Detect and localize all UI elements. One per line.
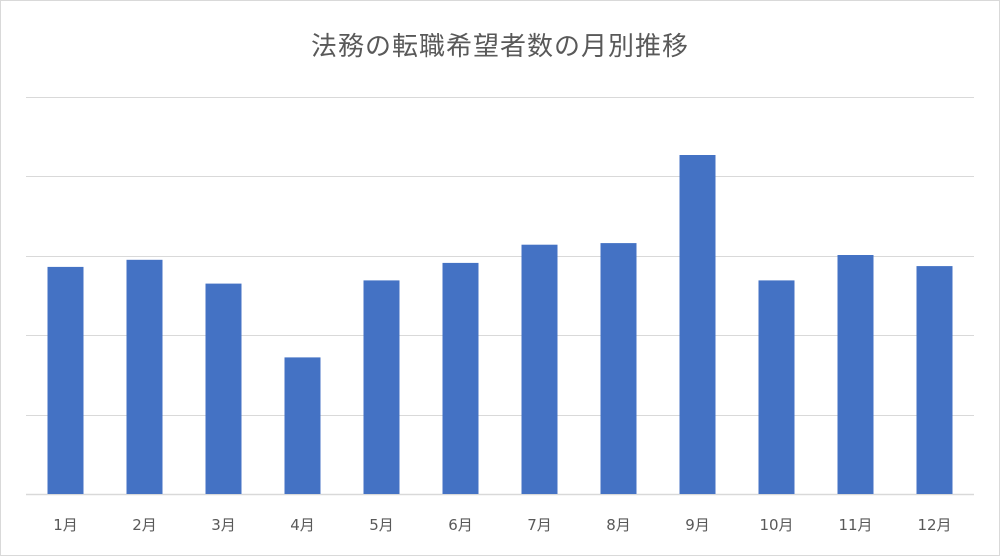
bars xyxy=(47,155,953,494)
x-tick-label-5: 5月 xyxy=(369,516,394,534)
bar-6 xyxy=(442,262,479,494)
x-tick-label-4: 4月 xyxy=(290,516,315,534)
bar-8 xyxy=(600,243,637,494)
bar-7 xyxy=(521,244,558,494)
x-tick-label-6: 6月 xyxy=(448,516,473,534)
x-tick-label-7: 7月 xyxy=(527,516,552,534)
bar-4 xyxy=(284,357,321,494)
bar-10 xyxy=(758,280,795,494)
x-axis-tick-labels: 1月 2月 3月 4月 5月 6月 7月 8月 9月 10月 11月 12月 xyxy=(53,516,951,534)
bar-2 xyxy=(126,259,163,494)
gridlines xyxy=(26,97,974,496)
x-tick-label-10: 10月 xyxy=(759,516,793,534)
bar-12 xyxy=(916,266,953,494)
bar-9 xyxy=(679,155,716,494)
chart-title: 法務の転職希望者数の月別推移 xyxy=(310,32,689,62)
x-tick-label-12: 12月 xyxy=(917,516,951,534)
x-tick-label-1: 1月 xyxy=(53,516,78,534)
bar-5 xyxy=(363,280,400,494)
bar-3 xyxy=(205,283,242,494)
x-tick-label-9: 9月 xyxy=(685,516,710,534)
x-tick-label-8: 8月 xyxy=(606,516,631,534)
x-tick-label-2: 2月 xyxy=(132,516,157,534)
x-tick-label-11: 11月 xyxy=(838,516,872,534)
x-tick-label-3: 3月 xyxy=(211,516,236,534)
bar-11 xyxy=(837,255,874,494)
bar-1 xyxy=(47,266,84,494)
